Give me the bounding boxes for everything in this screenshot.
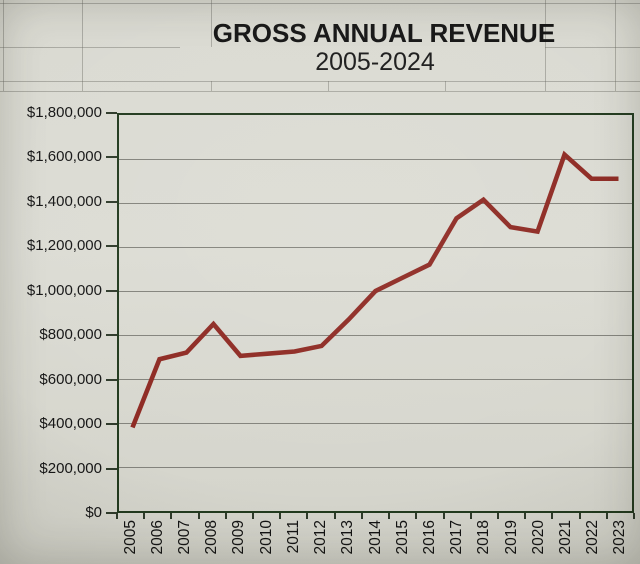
x-axis-label: 2006 [148, 520, 166, 555]
cell-gridline [545, 47, 640, 48]
gridline [119, 203, 632, 204]
x-axis-label: 2020 [529, 520, 547, 555]
x-axis-label: 2013 [339, 520, 357, 555]
y-axis-tick [106, 512, 117, 514]
x-axis-label: 2007 [176, 520, 194, 555]
x-axis-label: 2015 [393, 520, 411, 555]
x-axis-tick [415, 513, 418, 519]
x-axis-label: 2010 [257, 520, 275, 555]
cell-gridline [0, 81, 640, 82]
y-axis-label: $1,000,000 [26, 281, 102, 299]
chart-title-line2: 2005-2024 [315, 48, 435, 76]
y-axis-label: $600,000 [39, 370, 102, 388]
x-axis-tick [605, 513, 608, 519]
y-axis-tick [106, 245, 117, 248]
cell-gridline [3, 0, 4, 91]
x-axis-tick [306, 513, 309, 519]
x-axis-label: 2008 [203, 520, 221, 555]
x-axis-tick [333, 513, 336, 519]
x-axis-tick [578, 513, 581, 519]
y-axis-tick [106, 200, 117, 203]
y-axis-label: $0 [85, 504, 102, 521]
x-axis-label: 2011 [284, 520, 302, 554]
y-axis-label: $1,400,000 [26, 192, 102, 210]
x-axis-tick [388, 513, 391, 519]
x-axis-tick [143, 513, 146, 519]
cell-gridline [328, 81, 329, 91]
y-axis-label: $200,000 [39, 459, 102, 477]
x-axis-label: 2016 [420, 520, 438, 555]
x-axis-tick [170, 513, 173, 519]
cell-gridline [82, 0, 83, 91]
x-axis-label: 2021 [556, 520, 574, 555]
x-axis-tick [442, 513, 445, 519]
y-axis-tick [106, 112, 117, 114]
y-axis-tick [106, 289, 117, 292]
x-axis-label: 2018 [475, 520, 493, 555]
x-axis-tick [224, 513, 227, 519]
y-axis-label: $800,000 [39, 326, 102, 344]
x-axis-tick [279, 513, 282, 519]
gridline [119, 378, 632, 380]
cell-gridline [211, 81, 212, 91]
x-axis-tick [116, 513, 118, 519]
plot-area [117, 113, 634, 513]
y-axis-tick [106, 423, 117, 426]
gridline [119, 246, 632, 248]
cell-gridline [445, 81, 446, 91]
chart-title-line1: GROSS ANNUAL REVENUE [212, 18, 556, 48]
y-axis-tick [106, 467, 117, 470]
y-axis-label: $1,800,000 [26, 104, 102, 121]
x-axis-tick [252, 513, 255, 519]
cell-gridline [545, 0, 546, 91]
x-axis-label: 2022 [584, 520, 602, 555]
revenue-line [130, 150, 619, 429]
y-axis-label: $1,600,000 [26, 148, 102, 166]
x-axis-tick [496, 513, 499, 519]
x-axis-tick [551, 513, 554, 519]
x-axis-label: 2023 [611, 520, 629, 555]
y-axis-label: $1,200,000 [26, 237, 102, 255]
cell-gridline [211, 0, 212, 47]
x-axis-tick [469, 513, 472, 519]
cell-gridline [0, 91, 640, 92]
revenue-line-series [130, 150, 619, 429]
cell-gridline [615, 0, 616, 91]
cell-gridline [0, 47, 180, 48]
x-axis-tick [360, 513, 363, 519]
x-axis-tick [524, 513, 527, 519]
gridline [119, 423, 632, 424]
x-axis-label: 2009 [230, 520, 248, 555]
y-axis-tick [106, 378, 117, 381]
x-axis-label: 2014 [366, 520, 384, 555]
x-axis-label: 2017 [448, 520, 466, 555]
cell-gridline [0, 3, 640, 4]
x-axis-label: 2019 [502, 520, 520, 555]
x-axis-label: 2012 [312, 520, 330, 555]
y-axis-tick [106, 156, 117, 159]
gridline [119, 335, 632, 336]
gridline [119, 159, 632, 160]
x-axis-tick [633, 513, 635, 519]
x-axis-label: 2005 [121, 520, 139, 555]
gridline [119, 467, 632, 468]
y-axis-tick [106, 334, 117, 337]
y-axis-label: $400,000 [39, 415, 102, 433]
x-axis-tick [197, 513, 200, 519]
